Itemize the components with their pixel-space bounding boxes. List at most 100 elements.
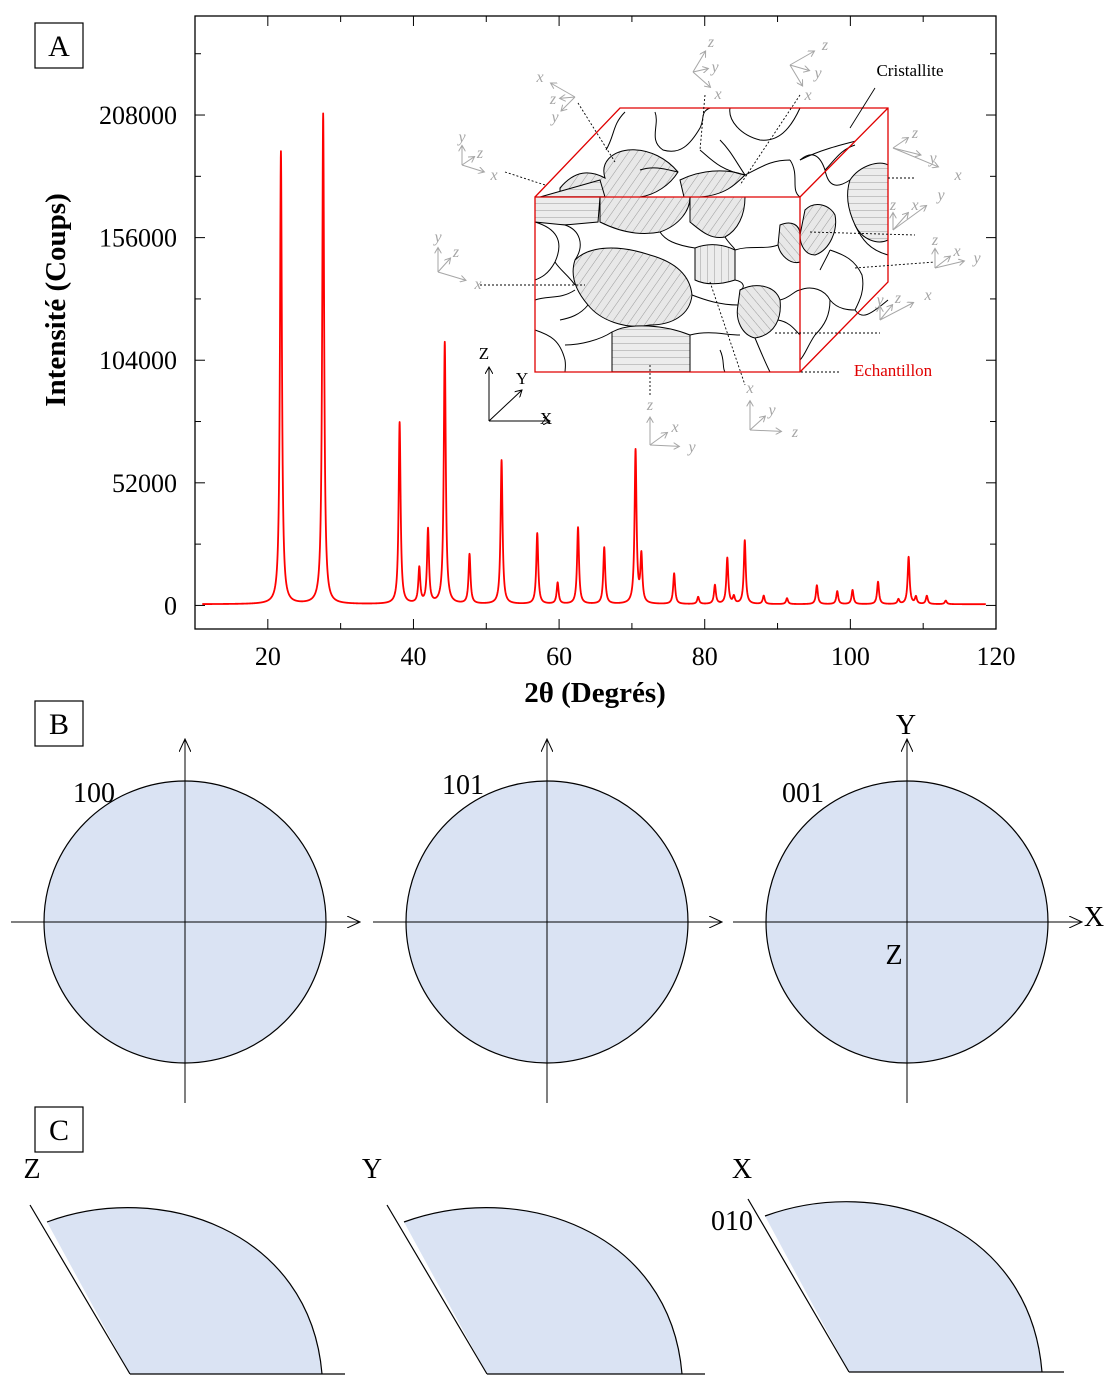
crystal-axis-letter: z: [791, 424, 799, 441]
crystal-axis-letter: x: [713, 86, 721, 103]
crystal-axis-letter: z: [646, 397, 654, 414]
crystal-axis: [879, 303, 914, 321]
crystal-axis: [934, 261, 964, 269]
crystal-frame: zyx: [789, 37, 829, 104]
x-tick-label: 40: [400, 642, 426, 671]
plot-frame: [194, 15, 997, 630]
crystal-axis: [934, 256, 950, 269]
ipf-index-label: 010: [711, 1206, 753, 1237]
crystal-axis: [437, 258, 451, 273]
panel-c: C Z Y X 010: [23, 1106, 1064, 1375]
panel-a: A 20 40 60 80 100 120 0 52000 104000 156000 208000…: [34, 15, 1016, 709]
crystal-frame: zyx: [892, 125, 962, 184]
y-axis-label: Intensité (Coups): [40, 193, 72, 407]
crystal-axis: [892, 138, 908, 149]
crystal-axis: [551, 83, 576, 98]
pole-label: 101: [442, 770, 484, 801]
pole-figure-001: 001 Y X Z: [733, 710, 1104, 1103]
axis-z-label: Z: [885, 940, 902, 971]
xrd-curve: [201, 112, 987, 606]
y-tick-label: 104000: [99, 346, 177, 375]
crystal-axis: [789, 64, 810, 71]
crystal-frame: yzx: [432, 229, 481, 293]
crystal-axis: [892, 213, 908, 231]
panel-a-label: A: [48, 30, 70, 63]
crystal-axis: [789, 51, 815, 66]
crystal-axis-letter: x: [910, 197, 918, 214]
crystal-axis-letter: x: [923, 287, 931, 304]
crystal-axis: [649, 432, 668, 446]
panel-b-label: B: [49, 708, 69, 741]
crystal-axis-letter: z: [931, 232, 939, 249]
y-tick-label: 208000: [99, 101, 177, 130]
sample-axis-z: Z: [479, 344, 489, 363]
crystal-frame: zxy: [646, 397, 697, 456]
y-tick-label: 0: [164, 591, 177, 620]
crystal-axis-letter: y: [709, 59, 719, 76]
crystal-axis-letter: x: [489, 167, 497, 184]
ipf-axis-label: Y: [362, 1154, 382, 1185]
crystal-axis-letter: x: [473, 276, 481, 293]
crystal-frame: xzy: [535, 69, 576, 126]
crystal-axis-letter: y: [432, 229, 442, 246]
x-tick-label: 100: [831, 642, 870, 671]
crystal-axis: [892, 147, 921, 155]
crystal-axis-letter: z: [911, 125, 919, 142]
crystal-axis-letter: y: [971, 250, 981, 267]
crystal-axis: [749, 416, 765, 431]
pole-figure-101: 101: [373, 739, 722, 1103]
crystal-axis-letter: x: [745, 380, 753, 397]
crystal-axis: [561, 96, 576, 111]
inverse-pole-figure-x: X 010: [711, 1154, 1064, 1373]
crystal-axis-letter: z: [821, 37, 829, 54]
crystal-axis-letter: z: [707, 34, 715, 51]
axis-y-label: Y: [896, 710, 916, 741]
crystal-axis-letter: y: [766, 402, 776, 419]
crystal-axis: [461, 157, 475, 166]
cristallite-label: Cristallite: [876, 61, 943, 80]
x-axis-label: 2θ (Degrés): [524, 677, 666, 709]
crystal-axis: [749, 430, 782, 431]
x-tick-label: 60: [546, 642, 572, 671]
crystal-axis-letter: x: [535, 69, 543, 86]
crystal-axis: [879, 305, 893, 321]
crystal-axis: [692, 69, 708, 73]
pole-figure-100: 100: [11, 739, 360, 1103]
crystal-axis-letter: z: [889, 197, 897, 214]
crystal-axis-letter: z: [476, 145, 484, 162]
echantillon-label: Echantillon: [854, 361, 933, 380]
crystal-axis-letter: y: [812, 65, 822, 82]
panel-a-label-box: [34, 22, 84, 69]
crystal-axis-letter: z: [549, 91, 557, 108]
crystal-axis: [692, 51, 706, 73]
x-tick-label: 20: [255, 642, 281, 671]
tick-labels: 20 40 60 80 100 120 0 52000 104000 156000 208000: [99, 101, 1016, 671]
panel-b: B 100 101 001 Y X Z: [11, 700, 1104, 1103]
crystal-axis-letter: y: [549, 109, 559, 126]
x-tick-label: 80: [692, 642, 718, 671]
x-tick-label: 120: [977, 642, 1016, 671]
crystal-axis: [461, 164, 484, 172]
axis-x-label: X: [1084, 902, 1104, 933]
crystal-axis-letter: x: [670, 419, 678, 436]
cristallite-leader: [849, 87, 876, 129]
crystal-axis-letter: x: [952, 243, 960, 260]
y-tick-label: 156000: [99, 224, 177, 253]
crystal-axis: [437, 271, 466, 280]
crystal-frame: xyz: [745, 380, 798, 441]
panel-c-label-box: [34, 1106, 84, 1153]
sample-axis-y: Y: [516, 369, 528, 388]
sample-axes: Z Y X: [479, 344, 552, 428]
crystal-axis-letter: y: [686, 439, 696, 456]
inverse-pole-figure-y: Y: [362, 1154, 705, 1375]
crystal-axis: [892, 147, 939, 167]
crystal-axis: [560, 97, 576, 98]
pole-label: 001: [782, 778, 824, 809]
panel-b-label-box: [34, 700, 84, 747]
panel-c-label: C: [49, 1114, 69, 1147]
